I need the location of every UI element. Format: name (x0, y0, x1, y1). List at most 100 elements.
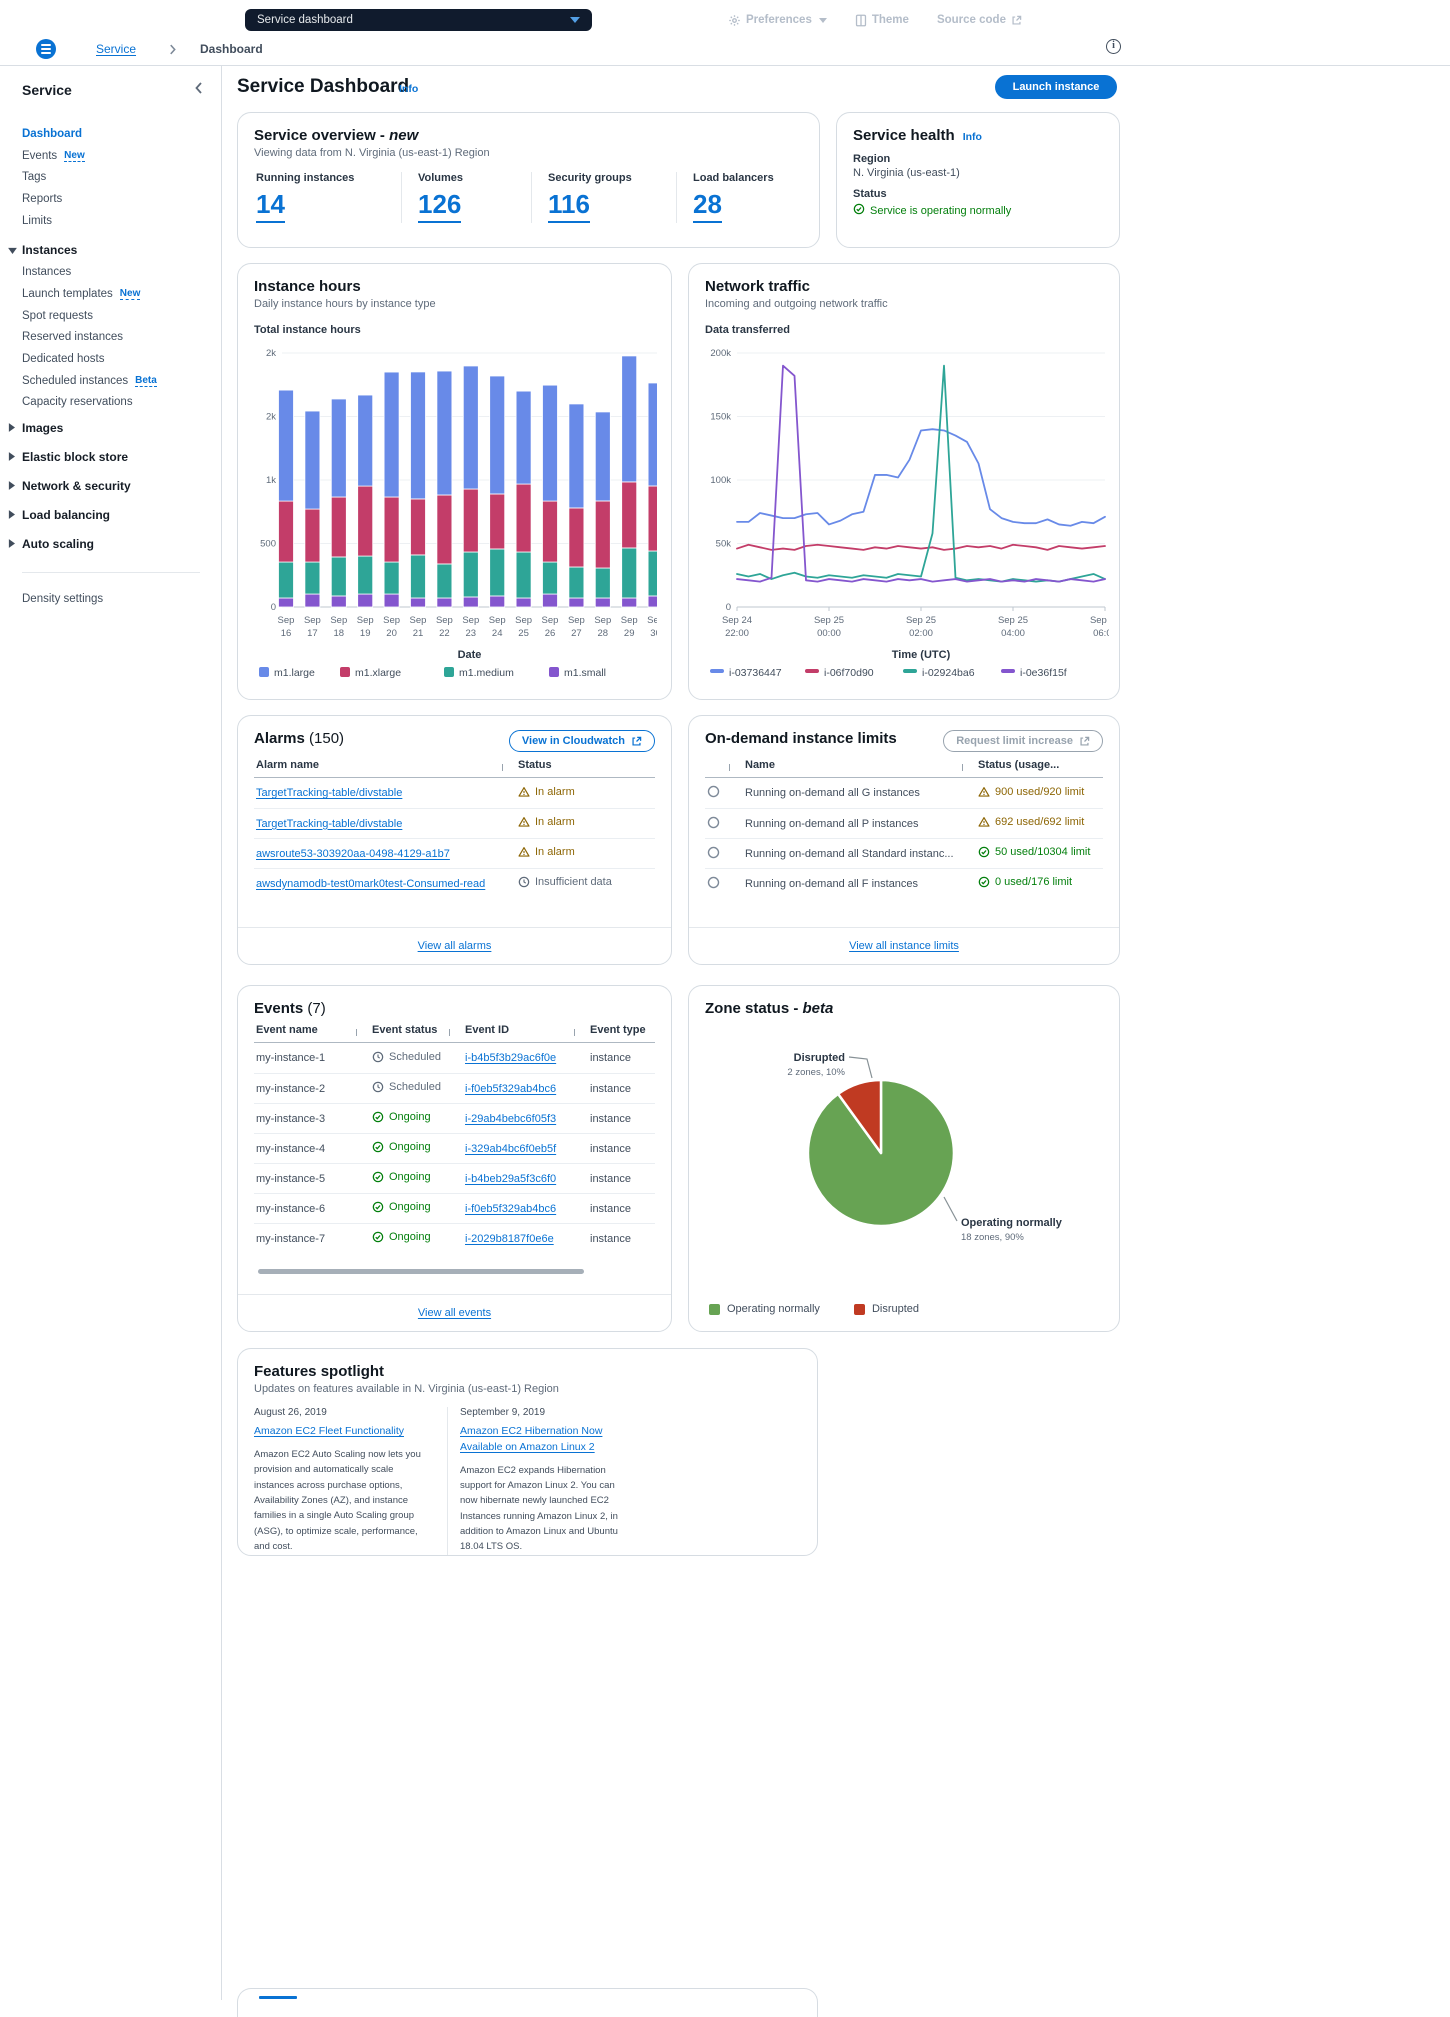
request-limit-increase-button[interactable]: Request limit increase (943, 730, 1103, 752)
sidebar-item-spot-requests[interactable]: Spot requests (22, 305, 221, 327)
sidebar-section-images[interactable]: Images (8, 413, 221, 442)
sidebar-section-instances[interactable]: Instances (8, 239, 221, 261)
breadcrumb-service[interactable]: Service (96, 42, 137, 56)
bar-segment-m1.medium[interactable] (568, 566, 585, 599)
bar-segment-m1.xlarge[interactable] (594, 500, 611, 569)
column-header[interactable]: Name (729, 759, 962, 771)
legend-swatch-m1.small[interactable] (549, 667, 559, 677)
bar-segment-m1.small[interactable] (568, 597, 585, 608)
health-info-link[interactable]: Info (962, 131, 982, 143)
bar-segment-m1.xlarge[interactable] (330, 496, 347, 558)
horizontal-scrollbar[interactable] (258, 1269, 584, 1274)
sidebar-item-tags[interactable]: Tags (22, 166, 221, 188)
bar-segment-m1.large[interactable] (462, 365, 479, 490)
bar-segment-m1.small[interactable] (462, 596, 479, 608)
bar-segment-m1.medium[interactable] (542, 561, 558, 595)
sidebar-item-dashboard[interactable]: Dashboard (22, 123, 221, 145)
sidebar-item-limits[interactable]: Limits (22, 210, 221, 232)
bar-segment-m1.small[interactable] (304, 593, 321, 608)
sidebar-item-events[interactable]: Events New (22, 145, 221, 167)
column-header[interactable]: Event ID (449, 1024, 574, 1036)
bar-segment-m1.small[interactable] (647, 595, 657, 608)
sidebar-section-network-security[interactable]: Network & security (8, 471, 221, 500)
menu-icon[interactable] (36, 39, 56, 59)
view-all-alarms-link[interactable]: View all alarms (417, 940, 492, 952)
bar-segment-m1.xlarge[interactable] (357, 485, 374, 557)
badge-beta[interactable]: Beta (135, 374, 157, 387)
bar-segment-m1.large[interactable] (278, 389, 294, 502)
column-header[interactable]: Status (usage... (962, 759, 1119, 771)
info-icon[interactable]: i (1106, 39, 1121, 54)
preferences-menu[interactable]: Preferences (728, 14, 827, 27)
bar-segment-m1.small[interactable] (410, 597, 426, 608)
bar-segment-m1.small[interactable] (357, 593, 374, 608)
bar-segment-m1.small[interactable] (383, 593, 400, 608)
bar-segment-m1.large[interactable] (436, 370, 453, 496)
event-id-link[interactable]: i-329ab4bc6f0eb5f (465, 1142, 557, 1155)
sidebar-item-density-settings[interactable]: Density settings (22, 593, 104, 606)
column-header[interactable]: Status (502, 759, 623, 771)
bar-segment-m1.large[interactable] (357, 394, 374, 487)
source-code-link[interactable]: Source code (937, 14, 1022, 26)
badge-new[interactable]: New (64, 149, 85, 162)
theme-toggle[interactable]: Theme (855, 14, 909, 27)
bar-segment-m1.small[interactable] (515, 597, 532, 608)
stat-value-link[interactable]: 14 (256, 189, 285, 223)
line-series-i-0e36f15f[interactable] (736, 364, 1106, 583)
bar-segment-m1.xlarge[interactable] (542, 500, 558, 563)
alarm-name-link[interactable]: awsroute53-303920aa-0498-4129-a1b7 (256, 847, 450, 860)
pie-slice-disrupted[interactable] (836, 1078, 883, 1155)
bar-segment-m1.medium[interactable] (357, 555, 374, 595)
bar-segment-m1.large[interactable] (647, 382, 657, 487)
bar-segment-m1.small[interactable] (278, 597, 294, 608)
bar-segment-m1.xlarge[interactable] (647, 485, 657, 552)
legend-swatch-m1.medium[interactable] (444, 667, 454, 677)
bar-segment-m1.medium[interactable] (489, 548, 506, 597)
radio-button[interactable] (707, 816, 720, 829)
bar-segment-m1.small[interactable] (621, 597, 638, 608)
bar-segment-m1.medium[interactable] (515, 551, 532, 599)
legend-swatch-i-02924ba6[interactable] (903, 669, 917, 673)
zone-status-pie-chart[interactable]: Disrupted 2 zones, 10% Operating normally 1… (705, 1025, 1105, 1297)
legend-item-disrupted[interactable]: Disrupted (853, 1303, 919, 1315)
spotlight-link[interactable]: Amazon EC2 Fleet Functionality (254, 1425, 404, 1437)
sidebar-item-launch-templates[interactable]: Launch templates New (22, 283, 221, 305)
sidebar-section-auto-scaling[interactable]: Auto scaling (8, 529, 221, 558)
legend-swatch-i-06f70d90[interactable] (805, 669, 819, 673)
sidebar-item-capacity-reservations[interactable]: Capacity reservations (22, 392, 221, 414)
bar-segment-m1.medium[interactable] (462, 551, 479, 598)
bar-segment-m1.xlarge[interactable] (568, 507, 585, 568)
line-series-i-03736447[interactable] (736, 428, 1106, 527)
line-series-i-06f70d90[interactable] (736, 543, 1106, 551)
column-header[interactable]: Alarm name (256, 758, 319, 771)
stat-value-link[interactable]: 28 (693, 189, 722, 223)
sidebar-section-elastic-block-store[interactable]: Elastic block store (8, 442, 221, 471)
event-id-link[interactable]: i-b4beb29a5f3c6f0 (465, 1172, 557, 1185)
bar-segment-m1.small[interactable] (594, 597, 611, 608)
legend-swatch-m1.large[interactable] (259, 667, 269, 677)
sidebar-item-reports[interactable]: Reports (22, 188, 221, 210)
bar-segment-m1.large[interactable] (594, 411, 611, 502)
bar-segment-m1.small[interactable] (542, 593, 558, 608)
bar-segment-m1.small[interactable] (330, 595, 347, 608)
column-header[interactable]: Event status (356, 1024, 449, 1036)
launch-instance-button[interactable]: Launch instance (995, 75, 1117, 99)
instance-hours-bar-chart[interactable]: 0 500 1k 2k 2k Sep 16 Sep 17 Sep 18 Sep 19 Sep 20 Sep 21… (254, 340, 657, 696)
bar-segment-m1.large[interactable] (542, 384, 558, 502)
bar-segment-m1.medium[interactable] (436, 563, 453, 599)
bar-segment-m1.xlarge[interactable] (304, 508, 321, 563)
bar-segment-m1.large[interactable] (621, 355, 638, 483)
column-header[interactable]: Event type (574, 1024, 655, 1036)
bar-segment-m1.xlarge[interactable] (515, 483, 532, 553)
bar-segment-m1.large[interactable] (383, 371, 400, 498)
event-id-link[interactable]: i-f0eb5f329ab4bc6 (465, 1082, 557, 1095)
legend-swatch-i-0e36f15f[interactable] (1001, 669, 1015, 673)
page-info-link[interactable]: Info (399, 83, 419, 95)
alarm-name-link[interactable]: awsdynamodb-test0mark0test-Consumed-read (256, 877, 486, 890)
dashboard-select[interactable]: Service dashboard (245, 9, 592, 31)
sidebar-item-dedicated-hosts[interactable]: Dedicated hosts (22, 348, 221, 370)
alarm-name-link[interactable]: TargetTracking-table/divstable (256, 817, 403, 830)
bar-segment-m1.xlarge[interactable] (621, 481, 638, 549)
bar-segment-m1.medium[interactable] (383, 561, 400, 595)
legend-swatch-i-03736447[interactable] (710, 669, 724, 673)
